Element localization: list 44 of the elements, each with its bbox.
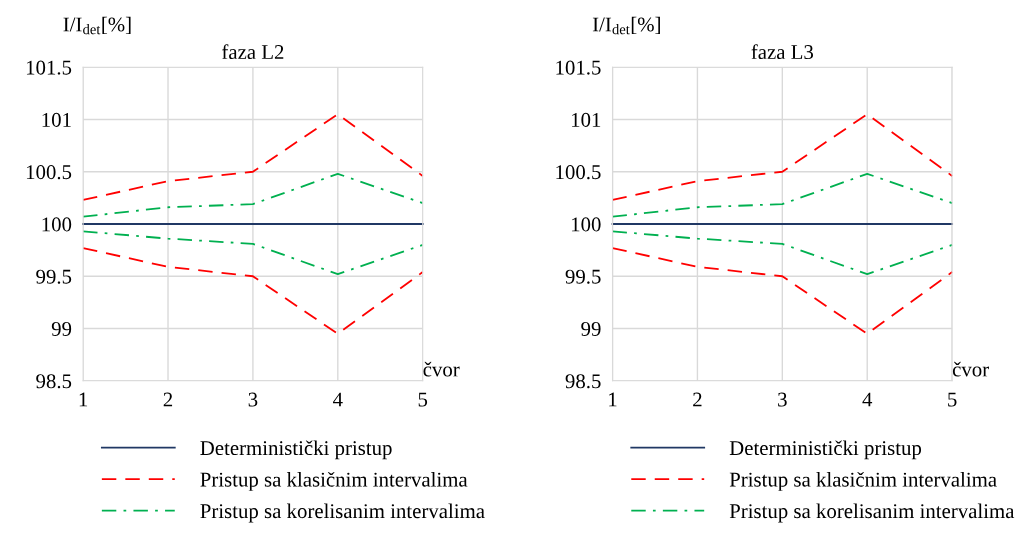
line-series — [611, 247, 954, 335]
x-tick-label: 4 — [333, 392, 343, 407]
y-tick-label: 98.5 — [36, 374, 72, 389]
chart-title: faza L2 — [222, 44, 284, 60]
y-tick-label: 99 — [51, 321, 72, 336]
y-tick-label: 99 — [581, 321, 601, 336]
chart-title: faza L3 — [751, 44, 814, 60]
y-tick-label: 100 — [42, 217, 72, 232]
y-axis-title: I/I$_{det}$[%] — [592, 16, 660, 35]
y-tick-label: 99.5 — [565, 269, 601, 284]
legend-label: Pristup sa korelisanim intervalima — [729, 503, 1015, 523]
x-tick-label: 5 — [418, 392, 428, 407]
y-axis-title: I/I$_{det}$[%] — [63, 16, 131, 35]
legend-label: Pristup sa klasičnim intervalima — [200, 471, 468, 491]
y-tick-label: 98.5 — [565, 374, 601, 389]
x-tick-label: 1 — [79, 392, 88, 407]
y-tick-label: 100.5 — [26, 165, 72, 180]
y-tick-label: 100 — [571, 217, 601, 232]
line-series — [82, 113, 424, 201]
legend-label: Pristup sa korelisanim intervalima — [200, 503, 485, 523]
line-series — [611, 172, 954, 218]
y-tick-label: 101.5 — [26, 60, 72, 75]
legend-label: Deterministički pristup — [729, 440, 922, 460]
x-tick-label: 3 — [248, 392, 258, 407]
x-tick-label: 3 — [778, 392, 787, 407]
x-tick-label: 4 — [862, 392, 873, 407]
y-tick-label: 101 — [42, 112, 71, 127]
x-tick-label: 2 — [163, 392, 173, 407]
line-series — [82, 230, 424, 276]
x-tick-label: 1 — [609, 392, 617, 407]
y-tick-label: 101.5 — [556, 60, 601, 75]
line-series — [611, 230, 954, 276]
legend-label: Pristup sa klasičnim intervalima — [729, 471, 997, 491]
x-tick-label: 5 — [948, 392, 957, 407]
line-series — [82, 172, 424, 218]
line-series — [611, 113, 954, 201]
line-series — [82, 247, 424, 335]
y-tick-label: 100.5 — [556, 165, 601, 180]
y-tick-label: 99.5 — [36, 269, 72, 284]
y-tick-label: 101 — [571, 112, 601, 127]
x-axis-title: čvor — [952, 361, 989, 377]
legend-label: Deterministički pristup — [200, 440, 392, 460]
x-axis-title: čvor — [423, 361, 460, 377]
x-tick-label: 2 — [693, 392, 702, 407]
